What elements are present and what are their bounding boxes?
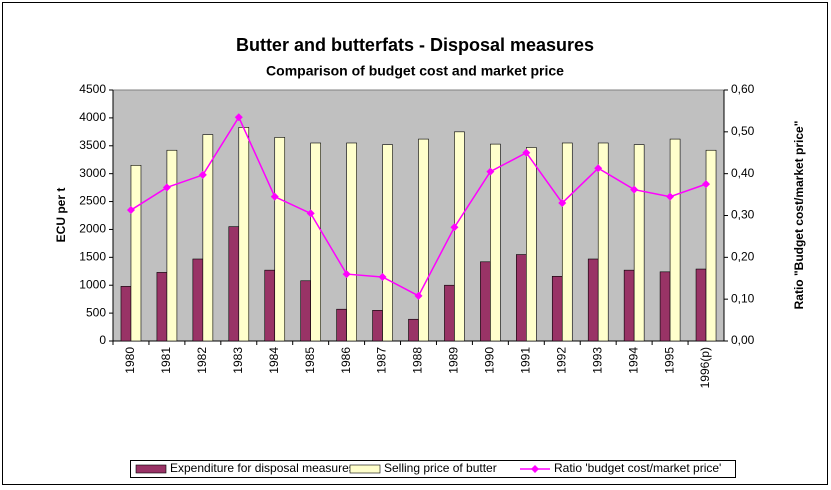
bar — [346, 142, 357, 342]
line-marker — [234, 113, 243, 122]
x-tick-label: 1981 — [159, 347, 173, 374]
line-marker — [342, 270, 351, 279]
x-tick-label: 1989 — [447, 347, 461, 374]
x-tick-label: 1994 — [626, 347, 640, 374]
y2-tick-label: 0,60 — [731, 82, 755, 96]
line-marker — [666, 192, 675, 201]
bar — [516, 254, 527, 342]
line-marker — [198, 170, 207, 179]
bar — [705, 149, 717, 342]
x-tick-label: 1988 — [411, 347, 425, 374]
line-marker — [162, 183, 171, 192]
bar — [264, 269, 276, 342]
bar — [526, 147, 537, 342]
line-marker — [378, 272, 387, 281]
legend-marker — [531, 465, 539, 473]
chart-subtitle: Comparison of budget cost and market pri… — [266, 63, 564, 79]
line-marker — [630, 185, 639, 194]
bar — [228, 226, 240, 342]
line-marker — [414, 291, 423, 300]
y-tick-label: 2500 — [79, 194, 106, 208]
line-marker — [702, 180, 711, 189]
x-tick-label: 1991 — [518, 347, 532, 374]
legend-label: Expenditure for disposal measures — [170, 461, 355, 475]
y-tick-label: 1500 — [79, 250, 106, 264]
x-tick-label: 1983 — [231, 347, 245, 374]
y2-tick-label: 0,20 — [731, 250, 755, 264]
line-marker — [558, 198, 567, 207]
chart-title: Butter and butterfats - Disposal measure… — [236, 35, 594, 55]
y-tick-label: 500 — [86, 305, 106, 319]
bar — [418, 138, 429, 342]
x-tick-label: 1980 — [123, 347, 137, 374]
x-tick-label: 1996(p) — [698, 347, 712, 388]
y-tick-label: 1000 — [79, 277, 106, 291]
bar — [587, 258, 599, 342]
bar — [551, 275, 563, 342]
y2-tick-label: 0,40 — [731, 166, 755, 180]
legend-label: Ratio 'budget cost/market price' — [554, 461, 721, 475]
y-tick-label: 3500 — [79, 138, 106, 152]
y-tick-label: 3000 — [79, 166, 106, 180]
x-tick-label: 1985 — [303, 347, 317, 374]
bar — [192, 258, 204, 342]
legend-swatch — [349, 464, 381, 474]
y-tick-label: 2000 — [79, 222, 106, 236]
bar — [561, 142, 573, 342]
bar — [310, 142, 321, 342]
bar — [669, 138, 681, 342]
bar — [623, 269, 635, 342]
bar — [130, 165, 142, 342]
line-marker — [270, 192, 279, 201]
bar — [274, 137, 286, 342]
y2-tick-label: 0,10 — [731, 291, 755, 305]
bar — [695, 268, 707, 342]
legend — [130, 460, 736, 478]
x-tick-label: 1986 — [339, 347, 353, 374]
bar — [372, 310, 383, 342]
y-tick-label: 4500 — [79, 82, 106, 96]
bar — [597, 142, 609, 342]
bar — [336, 308, 347, 342]
bar — [444, 284, 455, 342]
y2-axis-label: Ratio "Budget cost/market price" — [792, 121, 806, 310]
y2-tick-label: 0,30 — [731, 208, 755, 222]
bar — [490, 143, 501, 342]
line-marker — [522, 148, 531, 157]
bar — [382, 144, 393, 342]
bar — [300, 280, 311, 342]
y-tick-label: 0 — [99, 333, 106, 347]
x-tick-label: 1990 — [483, 347, 497, 374]
line-marker — [486, 167, 495, 176]
x-tick-label: 1984 — [267, 347, 281, 374]
legend-label: Selling price of butter — [384, 461, 497, 475]
bar — [408, 318, 419, 342]
bar — [202, 134, 214, 342]
y2-tick-label: 0,00 — [731, 333, 755, 347]
bar — [156, 272, 168, 342]
legend-swatch — [135, 464, 167, 474]
bar — [238, 127, 250, 342]
x-tick-label: 1982 — [195, 347, 209, 374]
x-tick-label: 1995 — [662, 347, 676, 374]
y2-tick-label: 0,50 — [731, 124, 755, 138]
line-marker — [306, 209, 315, 218]
bar — [454, 131, 465, 342]
bar — [120, 286, 132, 342]
bar — [633, 144, 645, 342]
x-tick-label: 1987 — [375, 347, 389, 374]
y-tick-label: 4000 — [79, 110, 106, 124]
line-marker — [594, 164, 603, 173]
x-tick-label: 1993 — [590, 347, 604, 374]
y-axis-label: ECU per t — [54, 188, 68, 243]
bar — [166, 149, 178, 342]
bar — [480, 261, 491, 342]
line-marker — [450, 223, 459, 232]
x-tick-label: 1992 — [554, 347, 568, 374]
line-marker — [126, 206, 135, 215]
bar — [659, 271, 671, 342]
